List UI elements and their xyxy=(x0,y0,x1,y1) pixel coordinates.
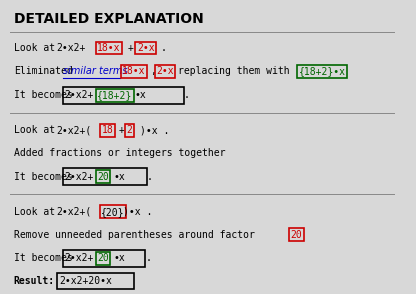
Text: It becomes: It becomes xyxy=(14,253,72,263)
Text: 2•x2+(: 2•x2+( xyxy=(56,207,91,217)
Text: Remove unneeded parentheses around factor: Remove unneeded parentheses around facto… xyxy=(14,230,255,240)
Text: •x: •x xyxy=(114,253,126,263)
Text: 20: 20 xyxy=(97,253,109,263)
Text: Look at: Look at xyxy=(14,207,55,217)
Text: •x: •x xyxy=(114,172,126,182)
Text: {18+2}: {18+2} xyxy=(97,90,133,100)
Text: Eliminated: Eliminated xyxy=(14,66,72,76)
Text: {18+2}•x: {18+2}•x xyxy=(299,66,346,76)
Text: 2•x2+: 2•x2+ xyxy=(64,172,94,182)
Text: 2•x: 2•x xyxy=(156,66,174,76)
Text: 2•x2+: 2•x2+ xyxy=(56,43,85,53)
Text: .: . xyxy=(161,43,166,53)
Text: 2•x2+: 2•x2+ xyxy=(64,253,94,263)
Text: It becomes: It becomes xyxy=(14,172,72,182)
Text: 18•x: 18•x xyxy=(97,43,121,53)
Text: 2•x: 2•x xyxy=(137,43,155,53)
Text: )•x .: )•x . xyxy=(140,125,169,135)
Text: •x: •x xyxy=(134,90,146,100)
Text: .: . xyxy=(146,253,152,263)
Text: replacing them with: replacing them with xyxy=(178,66,290,76)
Text: It becomes: It becomes xyxy=(14,90,72,100)
Text: 2•x2+: 2•x2+ xyxy=(64,90,94,100)
Text: 18•x: 18•x xyxy=(122,66,146,76)
Text: 2: 2 xyxy=(126,125,132,135)
Text: +: + xyxy=(127,43,133,53)
Text: 20: 20 xyxy=(291,230,302,240)
Text: 2•x2+(: 2•x2+( xyxy=(56,125,91,135)
Text: 2•x2+20•x: 2•x2+20•x xyxy=(59,276,112,286)
Text: 18: 18 xyxy=(102,125,113,135)
Text: ,: , xyxy=(150,66,156,76)
Text: similar terms: similar terms xyxy=(62,66,127,76)
Text: +: + xyxy=(118,125,124,135)
Text: {20}: {20} xyxy=(102,207,125,217)
Text: Look at: Look at xyxy=(14,43,55,53)
Text: DETAILED EXPLANATION: DETAILED EXPLANATION xyxy=(14,11,203,26)
Text: )•x .: )•x . xyxy=(123,207,153,217)
Text: Look at: Look at xyxy=(14,125,55,135)
Text: 20: 20 xyxy=(97,172,109,182)
Text: Added fractions or integers together: Added fractions or integers together xyxy=(14,148,225,158)
Text: Result:: Result: xyxy=(14,276,55,286)
Text: .: . xyxy=(183,90,189,100)
Text: .: . xyxy=(147,172,153,182)
